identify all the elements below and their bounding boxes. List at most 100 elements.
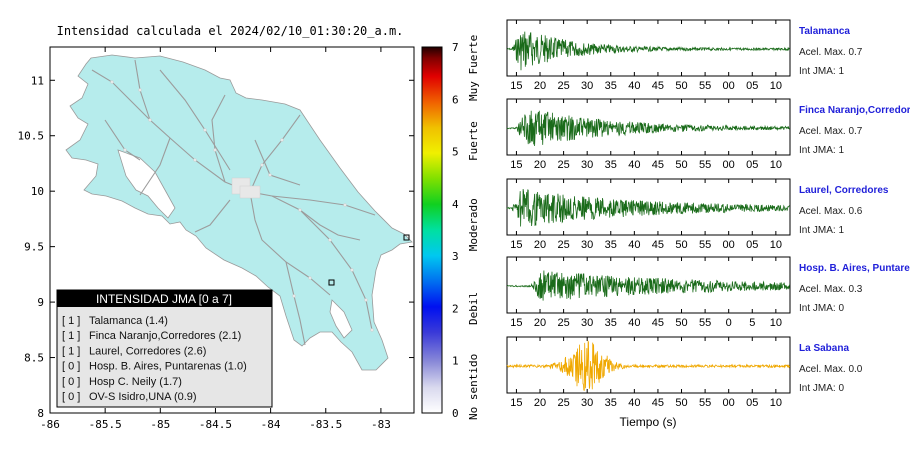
station-marker bbox=[328, 279, 335, 286]
waveform-line bbox=[506, 189, 790, 227]
map-x-tick-label: -83.5 bbox=[309, 418, 342, 431]
map-x-tick-label: -85.5 bbox=[89, 418, 122, 431]
trace-x-tick-label: 40 bbox=[628, 397, 640, 409]
time-axis-label: Tiempo (s) bbox=[620, 415, 677, 429]
map-title: Intensidad calculada el 2024/02/10_01:30… bbox=[57, 24, 404, 38]
trace-panel: 15 20 25 30 35 40 45 50 55 00 05 10 Talamanca Acel. M… bbox=[506, 19, 863, 92]
colorbar-scale bbox=[421, 46, 443, 414]
trace-x-tick-label: 10 bbox=[770, 397, 782, 409]
trace-x-tick-label: 30 bbox=[581, 239, 593, 251]
map-x-tick-label: -84 bbox=[261, 418, 281, 431]
colorbar-tick-label: 2 bbox=[452, 302, 459, 315]
colorbar-tick-label: 0 bbox=[452, 407, 459, 420]
trace-x-tick-label: 05 bbox=[746, 80, 758, 92]
legend-title: INTENSIDAD JMA [0 a 7] bbox=[96, 292, 232, 306]
trace-x-tick-label: 15 bbox=[510, 80, 522, 92]
trace-x-tick-label: 00 bbox=[723, 397, 735, 409]
colorbar-tick-label: 4 bbox=[452, 198, 459, 211]
trace-frame bbox=[506, 256, 791, 314]
trace-x-tick-label: 15 bbox=[510, 159, 522, 171]
map-y-tick-label: 10.5 bbox=[18, 130, 45, 143]
trace-x-tick-label: 20 bbox=[534, 159, 546, 171]
map-x-tick-label: -83 bbox=[371, 418, 391, 431]
station-jma-intensity: Int JMA: 1 bbox=[799, 225, 844, 236]
trace-x-tick-label: 35 bbox=[605, 397, 617, 409]
trace-x-tick-label: 15 bbox=[510, 397, 522, 409]
trace-x-tick-label: 45 bbox=[652, 317, 664, 329]
station-name: Finca Naranjo,Corredores bbox=[799, 105, 910, 116]
trace-x-tick-label: 25 bbox=[557, 239, 569, 251]
legend-entry-text: Hosp. B. Aires, Puntarenas (1.0) bbox=[89, 361, 247, 373]
trace-x-tick-label: 35 bbox=[605, 159, 617, 171]
trace-x-tick-label: 55 bbox=[699, 397, 711, 409]
station-jma-intensity: Int JMA: 0 bbox=[799, 303, 844, 314]
trace-panel: 15 20 25 30 35 40 45 50 55 00 05 10 La Sabana Acel. M… bbox=[506, 336, 863, 409]
trace-x-tick-label: 45 bbox=[652, 159, 664, 171]
station-max-accel: Acel. Max. 0.7 bbox=[799, 126, 863, 137]
legend-entry-text: OV-S Isidro,UNA (0.9) bbox=[89, 391, 197, 403]
map-y-tick-label: 11 bbox=[31, 74, 44, 87]
colorbar-tick-label: 7 bbox=[452, 41, 459, 54]
waveform-line bbox=[506, 31, 791, 71]
colorbar-category-label: Moderado bbox=[467, 198, 480, 251]
trace-x-tick-label: 15 bbox=[510, 239, 522, 251]
legend-entry-level: [ 0 ] bbox=[62, 361, 80, 373]
trace-x-tick-label: 55 bbox=[699, 317, 711, 329]
trace-x-tick-label: 55 bbox=[699, 159, 711, 171]
map-x-tick-label: -85 bbox=[150, 418, 170, 431]
map-y-tick-label: 8 bbox=[37, 407, 44, 420]
legend-entry-text: Hosp C. Neily (1.7) bbox=[89, 376, 182, 388]
map-axes: -86 -85.5 -85 -84.5 -84 -83.5 -83 11 10.5 10 9.5 9 8… bbox=[18, 47, 414, 431]
legend-entry-text: Laurel, Corredores (2.6) bbox=[89, 345, 206, 357]
trace-x-tick-label: 40 bbox=[628, 239, 640, 251]
legend-entry-level: [ 0 ] bbox=[62, 376, 80, 388]
station-name: Hosp. B. Aires, Puntarenas bbox=[799, 263, 910, 274]
trace-x-tick-label: 10 bbox=[770, 239, 782, 251]
trace-x-tick-label: 20 bbox=[534, 397, 546, 409]
trace-x-tick-label: 25 bbox=[557, 80, 569, 92]
colorbar-tick-label: 6 bbox=[452, 93, 459, 106]
colorbar-tick-label: 3 bbox=[452, 250, 459, 263]
trace-x-tick-label: 5 bbox=[749, 317, 755, 329]
trace-x-tick-label: 45 bbox=[652, 397, 664, 409]
trace-x-tick-label: 35 bbox=[605, 317, 617, 329]
trace-panel: 15 20 25 30 35 40 45 50 55 00 05 10 Finca Naranjo,Co… bbox=[506, 98, 910, 171]
waveform-line bbox=[506, 339, 791, 391]
trace-x-tick-label: 40 bbox=[628, 159, 640, 171]
trace-x-tick-label: 00 bbox=[723, 159, 735, 171]
trace-x-tick-label: 00 bbox=[723, 80, 735, 92]
trace-x-tick-label: 35 bbox=[605, 239, 617, 251]
trace-x-tick-label: 25 bbox=[557, 317, 569, 329]
trace-x-tick-label: 50 bbox=[675, 397, 687, 409]
trace-x-tick-label: 25 bbox=[557, 397, 569, 409]
station-name: La Sabana bbox=[799, 343, 849, 354]
station-max-accel: Acel. Max. 0.6 bbox=[799, 206, 863, 217]
colorbar-category-label: Fuerte bbox=[467, 121, 480, 161]
legend-entry-text: Talamanca (1.4) bbox=[89, 315, 168, 327]
trace-x-tick-label: 40 bbox=[628, 317, 640, 329]
station-jma-intensity: Int JMA: 1 bbox=[799, 145, 844, 156]
trace-x-tick-label: 25 bbox=[557, 159, 569, 171]
legend-entry-text: Finca Naranjo,Corredores (2.1) bbox=[89, 330, 241, 342]
trace-x-tick-label: 30 bbox=[581, 159, 593, 171]
trace-x-tick-label: 20 bbox=[534, 80, 546, 92]
legend-entry-level: [ 1 ] bbox=[62, 315, 80, 327]
golfo-dulce bbox=[329, 299, 353, 339]
trace-x-tick-label: 10 bbox=[770, 317, 782, 329]
map-y-tick-label: 9 bbox=[37, 296, 44, 309]
colorbar-tick-label: 1 bbox=[452, 355, 459, 368]
trace-x-tick-label: 55 bbox=[699, 239, 711, 251]
trace-x-tick-label: 15 bbox=[510, 317, 522, 329]
trace-x-tick-label: 35 bbox=[605, 80, 617, 92]
station-max-accel: Acel. Max. 0.3 bbox=[799, 284, 863, 295]
legend-entry-level: [ 1 ] bbox=[62, 345, 80, 357]
map-y-tick-label: 10 bbox=[31, 185, 44, 198]
map-x-tick-label: -86 bbox=[40, 418, 60, 431]
colorbar-tick-label: 5 bbox=[452, 146, 459, 159]
legend-entry-level: [ 0 ] bbox=[62, 391, 80, 403]
trace-x-tick-label: 50 bbox=[675, 80, 687, 92]
trace-x-tick-label: 45 bbox=[652, 239, 664, 251]
